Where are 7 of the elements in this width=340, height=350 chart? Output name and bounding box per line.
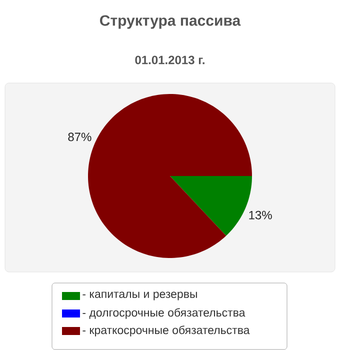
chart-subtitle: 01.01.2013 г. xyxy=(135,56,204,64)
legend-label: - долгосрочные обязательства xyxy=(82,308,246,319)
legend-label: - капиталы и резервы xyxy=(82,292,197,300)
legend-label: - краткосрочные обязательства xyxy=(82,326,250,336)
data-label: 87% xyxy=(68,132,92,142)
chart-title: Структура пассива xyxy=(100,15,241,29)
data-label: 13% xyxy=(249,210,272,220)
